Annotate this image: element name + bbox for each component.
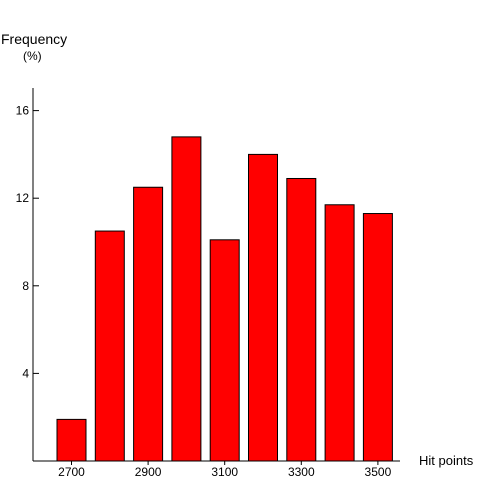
bar-3100 (209, 239, 240, 462)
bar-3300 (286, 177, 317, 462)
x-tick-label-3100: 3100 (211, 465, 238, 479)
x-tick-label-3300: 3300 (288, 465, 315, 479)
bar-2800 (94, 230, 125, 462)
y-tick-label-12: 12 (16, 191, 30, 205)
y-tick-label-16: 16 (16, 104, 30, 118)
y-axis-unit-label: (%) (23, 49, 42, 63)
y-axis-label: Frequency (1, 31, 68, 47)
bar-3400 (324, 204, 355, 462)
bar-2700 (56, 418, 87, 462)
y-tick-label-4: 4 (22, 366, 29, 380)
x-tick-label-2900: 2900 (135, 465, 162, 479)
y-tick-label-8: 8 (22, 279, 29, 293)
x-tick-label-2700: 2700 (58, 465, 85, 479)
bar-3000 (171, 136, 202, 462)
bar-2900 (133, 186, 164, 462)
bar-3500 (362, 213, 393, 462)
x-axis-label: Hit points (419, 453, 474, 468)
bar-3200 (248, 153, 278, 462)
x-tick-label-3500: 3500 (365, 465, 392, 479)
